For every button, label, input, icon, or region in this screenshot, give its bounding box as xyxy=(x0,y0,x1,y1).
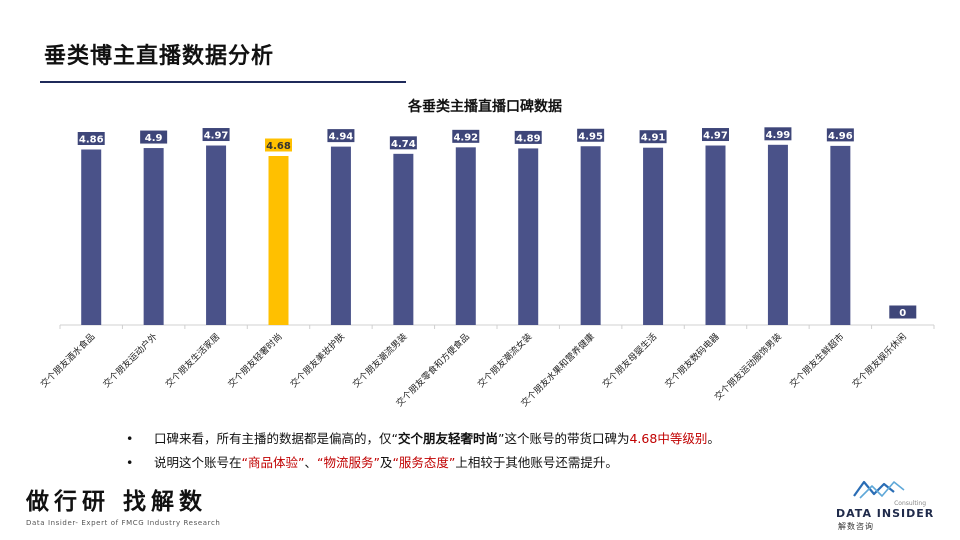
bar-13 xyxy=(830,145,851,325)
data-label-13: 4.96 xyxy=(828,131,853,142)
data-label-box-8 xyxy=(513,129,543,145)
note-segment: 口碑来看，所有主播的数据都是偏高的，仅 xyxy=(153,431,392,446)
data-label-box-1 xyxy=(76,131,106,146)
bar-9 xyxy=(580,146,601,325)
data-label-box-9 xyxy=(576,127,606,143)
footer-slogan: 做行研 找解数 xyxy=(26,489,208,515)
data-label-11: 4.97 xyxy=(703,131,728,142)
bar-3 xyxy=(206,145,227,325)
category-label-6: 交个朋友潮流男装 xyxy=(350,331,409,390)
category-label-12: 交个朋友运动服饰男装 xyxy=(712,331,784,403)
data-label-6: 4.74 xyxy=(391,139,416,150)
data-label-7: 4.92 xyxy=(453,132,478,143)
data-label-box-14 xyxy=(888,304,918,320)
data-label-box-13 xyxy=(825,127,855,143)
bar-7 xyxy=(455,147,476,325)
data-label-box-6 xyxy=(388,135,418,151)
bar-2 xyxy=(143,148,164,325)
logo-name: DATA INSIDER xyxy=(836,507,935,520)
data-label-box-2 xyxy=(139,129,169,145)
data-label-box-5 xyxy=(326,128,356,144)
page-title: 垂类博主直播数据分析 xyxy=(44,44,275,69)
note-highlight-logistics: “物流服务” xyxy=(316,455,380,470)
data-insider-logo-icon xyxy=(853,480,905,499)
data-label-2: 4.9 xyxy=(145,133,163,144)
note-segment: “ xyxy=(391,431,398,446)
category-label-11: 交个朋友数码电器 xyxy=(662,331,721,390)
bar-4 xyxy=(268,156,289,325)
category-label-4: 交个朋友轻奢时尚 xyxy=(225,331,284,390)
data-label-8: 4.89 xyxy=(516,133,541,144)
data-label-1: 4.86 xyxy=(79,135,104,146)
bar-1 xyxy=(81,149,102,325)
logo-cn-name: 解数咨询 xyxy=(838,522,874,531)
bar-5 xyxy=(330,146,351,325)
data-label-box-11 xyxy=(701,127,730,143)
note-segment: 及 xyxy=(379,455,393,470)
category-label-10: 交个朋友母婴生活 xyxy=(600,331,659,390)
bar-11 xyxy=(705,145,726,325)
category-label-14: 交个朋友娱乐休闲 xyxy=(849,331,908,390)
bar-6 xyxy=(393,153,414,325)
bar-10 xyxy=(643,147,664,325)
note-segment: ”这个账号的带货口碑为 xyxy=(498,431,630,446)
category-label-1: 交个朋友酒水食品 xyxy=(38,331,97,390)
category-label-8: 交个朋友潮流女装 xyxy=(475,331,534,390)
data-label-14: 0 xyxy=(899,308,906,319)
note-bullet: • xyxy=(126,431,134,446)
bar-12 xyxy=(767,144,788,325)
note-highlight-product: “商品体验” xyxy=(241,455,305,470)
note-line-2: • 说明这个账号在“商品体验”、“物流服务”及“服务态度”上相较于其他账号还需提… xyxy=(126,454,720,478)
note-highlight-account: 交个朋友轻奢时尚 xyxy=(397,431,498,446)
data-label-3: 4.97 xyxy=(204,131,229,142)
title-underline xyxy=(40,81,406,83)
note-highlight-service: “服务态度” xyxy=(392,455,456,470)
chart-title: 各垂类主播直播口碑数据 xyxy=(408,99,562,115)
data-label-9: 4.95 xyxy=(578,131,603,142)
note-highlight-score: 4.68中等级别 xyxy=(629,431,708,446)
note-line-1: • 口碑来看，所有主播的数据都是偏高的，仅“交个朋友轻奢时尚”这个账号的带货口碑… xyxy=(126,430,720,454)
category-label-2: 交个朋友运动户外 xyxy=(100,331,159,390)
category-label-3: 交个朋友生活家居 xyxy=(163,331,222,390)
category-label-5: 交个朋友美妆护肤 xyxy=(288,331,347,390)
note-text-1: 口碑来看，所有主播的数据都是偏高的，仅“交个朋友轻奢时尚”这个账号的带货口碑为4… xyxy=(150,431,720,446)
note-bullet: • xyxy=(126,455,134,470)
data-label-box-4 xyxy=(264,137,293,153)
data-label-10: 4.91 xyxy=(641,133,666,144)
data-label-4: 4.68 xyxy=(266,141,291,152)
data-label-12: 4.99 xyxy=(766,130,791,141)
logo-consulting: Consulting xyxy=(894,500,926,507)
note-segment: 。 xyxy=(707,431,720,446)
data-label-box-3 xyxy=(201,127,231,143)
data-label-box-12 xyxy=(763,126,793,142)
company-logo: Consulting DATA INSIDER 解数咨询 xyxy=(836,476,946,532)
data-label-box-10 xyxy=(638,129,668,145)
note-text-2: 说明这个账号在“商品体验”、“物流服务”及“服务态度”上相较于其他账号还需提升。 xyxy=(150,455,618,470)
note-segment: 说明这个账号在 xyxy=(153,455,242,470)
note-segment: 、 xyxy=(304,455,317,470)
note-segment: 上相较于其他账号还需提升。 xyxy=(455,455,618,470)
data-label-5: 4.94 xyxy=(329,132,354,143)
bar-8 xyxy=(518,148,539,325)
category-label-13: 交个朋友生鲜超市 xyxy=(787,331,846,390)
bar-chart: 4.86 交个朋友酒水食品 4.9 交个朋友运动户外 4.97 交个朋友生活家居 4.68 交… xyxy=(38,126,935,409)
data-label-box-7 xyxy=(451,128,481,144)
notes: • 口碑来看，所有主播的数据都是偏高的，仅“交个朋友轻奢时尚”这个账号的带货口碑… xyxy=(126,430,720,478)
footer-subtitle: Data Insider- Expert of FMCG Industry Re… xyxy=(26,519,221,527)
